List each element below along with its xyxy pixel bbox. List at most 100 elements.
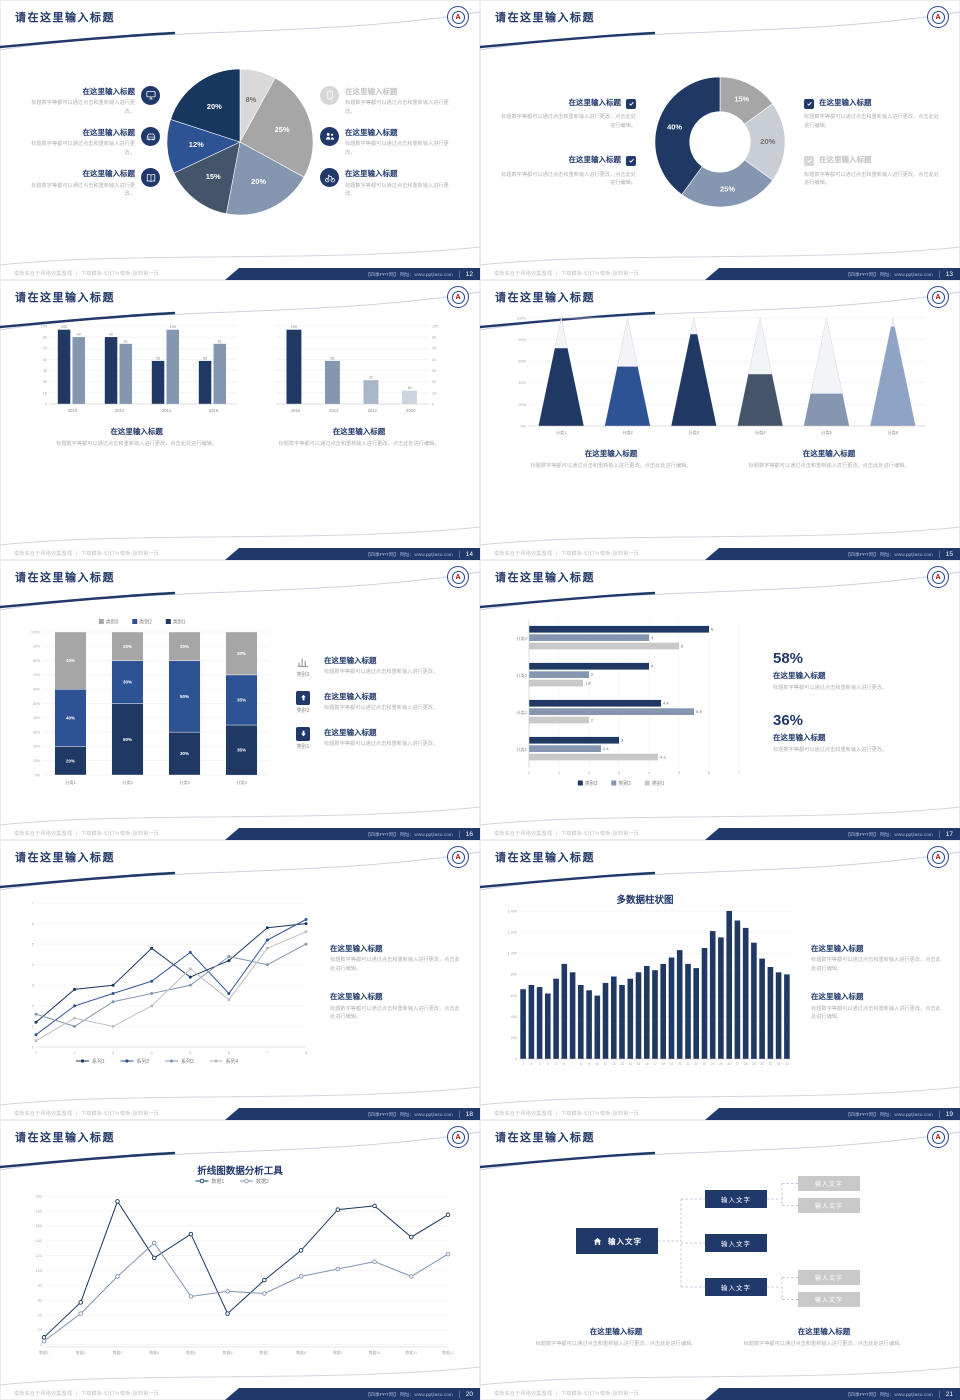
svg-text:30: 30: [760, 1062, 764, 1066]
stacked-column-chart: 类别3 类别2 类别1 0% 10% 20% 30% 40% 50% 60% 70% 80% 90% 10…: [22, 616, 276, 788]
svg-text:0: 0: [515, 1057, 517, 1061]
svg-text:数据8: 数据8: [296, 1350, 306, 1355]
bar-chart-icon: [296, 655, 310, 669]
book-icon: [141, 168, 160, 188]
footer-credit: 模板来自于网络收集整理 丨 下载模板-幻灯片模板-极简第一页: [14, 550, 160, 557]
bike-icon: [320, 168, 339, 188]
svg-text:2: 2: [591, 718, 594, 723]
svg-text:1: 1: [558, 770, 561, 775]
svg-text:30: 30: [42, 380, 46, 384]
svg-text:100%: 100%: [31, 630, 40, 634]
svg-text:分类3: 分类3: [179, 779, 190, 786]
svg-text:10: 10: [596, 1062, 600, 1066]
block-text: 标题数字等都可以通过点击和重新输入进行更改，点击此处进行编辑。: [748, 462, 910, 469]
phone-icon: [320, 85, 339, 105]
svg-text:2016: 2016: [291, 408, 301, 413]
line-chart: 折线图数据分析工具 3 23 43 63 83 103 123 143 163 183 203 数据1 数…: [24, 1163, 456, 1361]
page-number: 17: [938, 830, 953, 838]
item-text: 标题数字等都可以通过点击和重新输入进行更改。: [324, 741, 439, 747]
block-text: 标题数字等都可以通过点击和重新输入进行更改，点击此处进行编辑。: [743, 1340, 905, 1347]
svg-text:数据11: 数据11: [406, 1350, 418, 1355]
item-tag: 类别2: [296, 707, 310, 714]
svg-text:4: 4: [648, 770, 651, 775]
svg-text:10%: 10%: [33, 759, 40, 763]
school-logo: A: [927, 1126, 949, 1148]
svg-text:系列2: 系列2: [137, 1058, 150, 1065]
svg-text:2010: 2010: [67, 408, 77, 413]
svg-text:20%: 20%: [207, 102, 222, 111]
svg-text:40%: 40%: [66, 658, 75, 663]
text-blocks: 在这里输入标题 标题数字等都可以通过点击和重新输入进行更改，点击此处进行编辑。 在…: [480, 1326, 960, 1348]
block-text: 标题数字等都可以通过点击和重新输入进行更改，点击此处进行编辑。: [811, 1005, 941, 1020]
svg-text:数据10: 数据10: [369, 1350, 381, 1355]
chart-block: 0 15 30 45 60 75 90 105 100 2016 58 2014 32 2012 18 201…: [269, 316, 450, 536]
arrow-down-icon: [296, 726, 310, 741]
footer-site: 【四季PPT网】 网址：www.pptjiasu.com: [365, 552, 453, 558]
feature-item: 在这里输入标题 标题数字等都可以通过点击和重新输入进行更改。: [320, 168, 454, 198]
svg-text:6: 6: [708, 770, 711, 775]
svg-text:2: 2: [74, 1051, 76, 1055]
svg-text:分类1: 分类1: [516, 746, 527, 753]
svg-text:100%: 100%: [516, 316, 526, 320]
logo-emblem: A: [931, 570, 945, 584]
svg-text:分类4: 分类4: [755, 429, 766, 436]
svg-text:60%: 60%: [33, 688, 40, 692]
feature-item: 在这里输入标题 标题数字等都可以通过点击和重新输入进行更改。: [26, 126, 160, 157]
footer-site: 【四季PPT网】 网址：www.pptjiasu.com: [845, 832, 933, 838]
svg-text:100: 100: [60, 325, 66, 329]
svg-text:数据9: 数据9: [333, 1350, 343, 1355]
node-label: 输入文字: [608, 1236, 642, 1246]
svg-text:8: 8: [305, 1051, 307, 1055]
svg-text:24: 24: [711, 1062, 715, 1066]
svg-text:数据3: 数据3: [113, 1350, 123, 1355]
slide-title: 请在这里输入标题: [15, 1132, 115, 1144]
svg-text:143: 143: [36, 1239, 42, 1243]
svg-text:40%: 40%: [518, 381, 526, 385]
svg-text:60: 60: [42, 358, 46, 362]
item-title: 在这里输入标题: [324, 655, 377, 665]
svg-text:600: 600: [511, 994, 517, 998]
svg-text:14: 14: [629, 1062, 633, 1066]
block-text: 标题数字等都可以通过点击和重新输入进行更改，点击此处进行编辑。: [811, 957, 941, 972]
svg-text:45: 45: [432, 369, 436, 373]
logo-emblem: A: [451, 290, 465, 304]
svg-text:18: 18: [407, 386, 411, 390]
footer-bar: 【四季PPT网】 网址：www.pptjiasu.com 20: [225, 1388, 480, 1400]
svg-text:40%: 40%: [33, 716, 40, 720]
svg-text:25%: 25%: [275, 125, 290, 134]
svg-text:分类4: 分类4: [236, 779, 247, 786]
text-block: 在这里输入标题 标题数字等都可以通过点击和重新输入进行更改，点击此处进行编辑。: [737, 448, 921, 470]
footer-site: 【四季PPT网】 网址：www.pptjiasu.com: [365, 832, 453, 838]
svg-text:20%: 20%: [251, 177, 266, 186]
svg-text:数据5: 数据5: [186, 1350, 196, 1355]
checkbox-icon: [626, 155, 636, 166]
stat-block: 58% 在这里输入标题 标题数字等都可以通过点击和重新输入进行更改。: [773, 650, 937, 692]
school-logo: A: [927, 566, 949, 588]
svg-text:类别1: 类别1: [652, 780, 665, 787]
footer-site: 【四季PPT网】 网址：www.pptjiasu.com: [365, 1112, 453, 1118]
footer-bar: 【四季PPT网】 网址：www.pptjiasu.com 21: [705, 1388, 960, 1400]
item-title: 在这里输入标题: [82, 86, 136, 96]
svg-text:2016: 2016: [208, 408, 218, 413]
feature-item: 在这里输入标题 标题数字等都可以通过点击和重新输入进行更改。: [26, 85, 160, 116]
diagram-leaf-node: 输入文字: [798, 1270, 860, 1285]
svg-text:80%: 80%: [33, 659, 40, 663]
block-title: 在这里输入标题: [773, 671, 826, 681]
footer-credit: 模板来自于网络收集整理 丨 下载模板-幻灯片模板-极简第一页: [494, 1390, 640, 1397]
left-feature-column: 在这里输入标题 标题数字等都可以通过点击和重新输入进行更改。 在这里输入标题 标题数…: [26, 85, 160, 198]
svg-text:90: 90: [42, 336, 46, 340]
page-number: 21: [938, 1390, 953, 1398]
svg-text:20%: 20%: [518, 403, 526, 407]
svg-text:0: 0: [528, 770, 531, 775]
line-chart: 0 1 2 3 4 5 6 7 1 2 3 4 5 6 7 8 系列1 系列2 系列3 系列4: [16, 897, 314, 1067]
slide-content: 类别3 类别2 类别1 0% 10% 20% 30% 40% 50% 60% 70% 80% 90% 10…: [0, 588, 480, 816]
monitor-icon: [141, 85, 160, 105]
block-text: 标题数字等都可以通过点击和重新输入进行更改，点击此处进行编辑。: [330, 957, 460, 972]
footer-bar: 【四季PPT网】 网址：www.pptjiasu.com 12: [225, 268, 480, 280]
school-logo: A: [447, 1126, 469, 1148]
footer-bar: 【四季PPT网】 网址：www.pptjiasu.com 14: [225, 548, 480, 560]
checkbox-icon: [626, 98, 636, 109]
svg-text:105: 105: [432, 324, 438, 328]
svg-text:800: 800: [511, 973, 517, 977]
svg-text:7: 7: [738, 770, 741, 775]
